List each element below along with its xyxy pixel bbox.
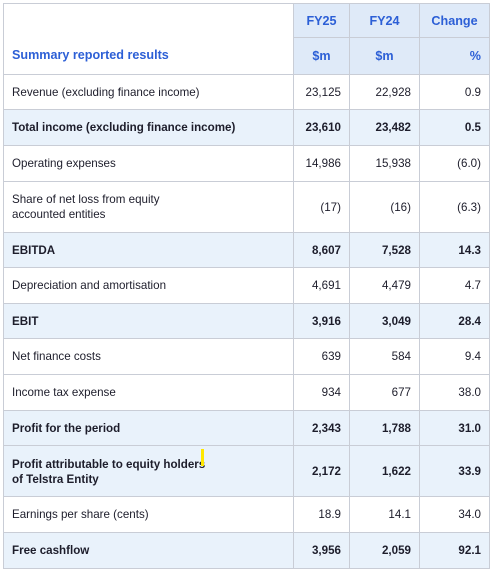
row-label-line1: Share of net loss from equity [12, 193, 160, 206]
value-fy24: 677 [349, 374, 420, 411]
row-label: Profit for the period [3, 410, 294, 446]
table-row: Depreciation and amortisation 4,691 4,47… [3, 267, 490, 304]
table-row: EBITDA 8,607 7,528 14.3 [3, 232, 490, 268]
value-fy25: 3,956 [293, 532, 350, 569]
row-label: Income tax expense [3, 374, 294, 411]
table-row: Profit for the period 2,343 1,788 31.0 [3, 410, 490, 446]
col-header-change: Change [419, 3, 490, 38]
value-fy25: 8,607 [293, 232, 350, 268]
value-fy24: 1,622 [349, 445, 420, 497]
value-fy25: 3,916 [293, 303, 350, 339]
value-fy25: 18.9 [293, 496, 350, 533]
table-row: Total income (excluding finance income) … [3, 109, 490, 146]
row-label: Revenue (excluding finance income) [3, 74, 294, 110]
header-row-units: Summary reported results $m $m % [3, 37, 490, 75]
value-fy25: 4,691 [293, 267, 350, 304]
value-fy24: 23,482 [349, 109, 420, 146]
section-title: Summary reported results [3, 37, 294, 75]
header-blank-cell [3, 3, 294, 38]
value-fy24: 3,049 [349, 303, 420, 339]
value-fy25: 934 [293, 374, 350, 411]
row-label: EBITDA [3, 232, 294, 268]
value-change: (6.3) [419, 181, 490, 233]
value-fy24: (16) [349, 181, 420, 233]
value-fy24: 584 [349, 338, 420, 375]
value-fy24: 4,479 [349, 267, 420, 304]
row-label-line2: accounted entities [12, 208, 106, 221]
value-change: 0.9 [419, 74, 490, 110]
value-fy25: 23,610 [293, 109, 350, 146]
row-label: Depreciation and amortisation [3, 267, 294, 304]
table-row: Revenue (excluding finance income) 23,12… [3, 74, 490, 110]
col-header-fy24: FY24 [349, 3, 420, 38]
value-change: 31.0 [419, 410, 490, 446]
row-label-line1: Profit attributable to equity holders [12, 458, 206, 471]
col-header-fy25: FY25 [293, 3, 350, 38]
header-row-years: FY25 FY24 Change [3, 3, 490, 38]
value-change: 34.0 [419, 496, 490, 533]
value-fy25: 2,172 [293, 445, 350, 497]
value-change: 14.3 [419, 232, 490, 268]
value-fy24: 22,928 [349, 74, 420, 110]
value-change: 4.7 [419, 267, 490, 304]
row-label: Operating expenses [3, 145, 294, 182]
value-change: 28.4 [419, 303, 490, 339]
text-cursor-highlight [201, 449, 205, 466]
table-row: Profit attributable to equity holders of… [3, 445, 490, 497]
unit-fy24: $m [349, 37, 420, 75]
row-label: Total income (excluding finance income) [3, 109, 294, 146]
row-label: EBIT [3, 303, 294, 339]
table-row: Share of net loss from equity accounted … [3, 181, 490, 233]
table-row: Net finance costs 639 584 9.4 [3, 338, 490, 375]
value-fy24: 2,059 [349, 532, 420, 569]
value-change: 92.1 [419, 532, 490, 569]
value-fy24: 15,938 [349, 145, 420, 182]
row-label: Net finance costs [3, 338, 294, 375]
value-fy25: 639 [293, 338, 350, 375]
value-fy25: 2,343 [293, 410, 350, 446]
table-row: Income tax expense 934 677 38.0 [3, 374, 490, 411]
table-row: EBIT 3,916 3,049 28.4 [3, 303, 490, 339]
value-fy25: (17) [293, 181, 350, 233]
value-change: 0.5 [419, 109, 490, 146]
row-label: Free cashflow [3, 532, 294, 569]
value-fy24: 14.1 [349, 496, 420, 533]
row-label: Share of net loss from equity accounted … [3, 181, 294, 233]
row-label-line2: of Telstra Entity [12, 473, 99, 486]
table-row: Free cashflow 3,956 2,059 92.1 [3, 532, 490, 569]
value-change: 38.0 [419, 374, 490, 411]
value-fy25: 14,986 [293, 145, 350, 182]
table-row: Operating expenses 14,986 15,938 (6.0) [3, 145, 490, 182]
row-label: Profit attributable to equity holders of… [3, 445, 294, 497]
unit-change: % [419, 37, 490, 75]
value-fy24: 7,528 [349, 232, 420, 268]
table-row: Earnings per share (cents) 18.9 14.1 34.… [3, 496, 490, 533]
value-fy24: 1,788 [349, 410, 420, 446]
value-change: 33.9 [419, 445, 490, 497]
results-table-container: FY25 FY24 Change Summary reported result… [3, 3, 490, 569]
summary-results-table: FY25 FY24 Change Summary reported result… [3, 3, 490, 569]
value-change: (6.0) [419, 145, 490, 182]
unit-fy25: $m [293, 37, 350, 75]
row-label: Earnings per share (cents) [3, 496, 294, 533]
value-fy25: 23,125 [293, 74, 350, 110]
value-change: 9.4 [419, 338, 490, 375]
